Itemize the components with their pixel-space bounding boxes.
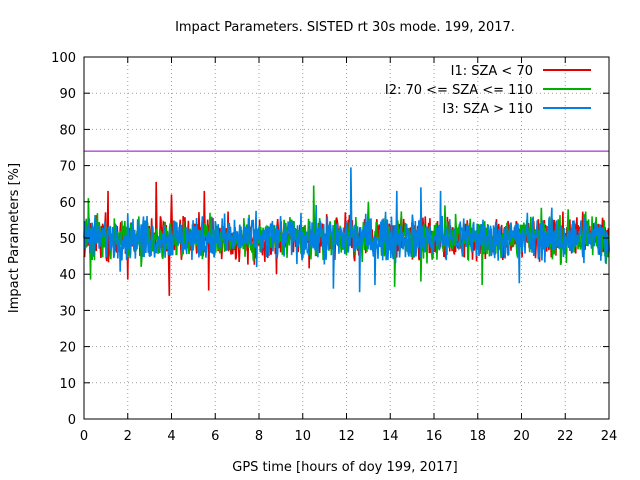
y-tick-label: 60 [59,196,76,211]
legend-label: I3: SZA > 110 [442,102,533,117]
x-axis-label: GPS time [hours of doy 199, 2017] [232,460,457,475]
x-tick-label: 18 [469,429,486,444]
x-tick-label: 16 [426,429,443,444]
y-tick-label: 50 [59,232,76,247]
y-tick-label: 70 [59,160,76,175]
y-tick-label: 10 [59,377,76,392]
x-tick-label: 10 [294,429,311,444]
legend: I1: SZA < 70 I2: 70 <= SZA <= 110 I3: SZA … [385,64,591,117]
x-tick-label: 12 [338,429,355,444]
x-tick-label: 8 [255,429,263,444]
x-axis-ticks: 0 2 4 6 8 10 12 14 16 18 20 22 24 [80,57,617,444]
x-tick-label: 0 [80,429,88,444]
y-tick-label: 30 [59,304,76,319]
y-tick-label: 80 [59,123,76,138]
chart-title: Impact Parameters. SISTED rt 30s mode. 1… [175,20,515,35]
x-tick-label: 22 [557,429,574,444]
y-tick-label: 20 [59,341,76,356]
y-tick-label: 90 [59,87,76,102]
series-line [83,167,610,293]
y-tick-label: 40 [59,268,76,283]
x-tick-label: 20 [513,429,530,444]
y-axis-ticks: 0 10 20 30 40 50 60 70 80 90 100 [51,51,609,428]
x-tick-label: 4 [167,429,175,444]
x-tick-label: 2 [124,429,132,444]
y-axis-label: Impact Parameters [%] [7,163,22,313]
y-tick-label: 100 [51,51,76,66]
plot-series [83,167,610,296]
y-tick-label: 0 [68,413,76,428]
legend-label: I2: 70 <= SZA <= 110 [385,83,533,98]
x-tick-label: 14 [382,429,399,444]
x-tick-label: 6 [211,429,219,444]
x-tick-label: 24 [601,429,618,444]
legend-label: I1: SZA < 70 [451,64,533,79]
